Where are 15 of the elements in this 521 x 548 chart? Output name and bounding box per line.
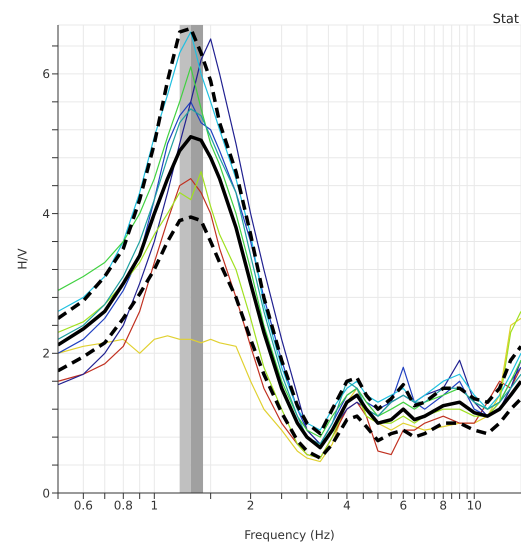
x-tick-label: 10 [466,498,482,513]
x-axis-title: Frequency (Hz) [244,528,335,542]
y-axis-title: H/V [15,248,30,270]
chart-title: Stat [492,12,519,27]
y-tick-label: 4 [42,206,50,221]
y-tick-label: 6 [42,67,50,82]
x-tick-label: 0.8 [114,498,133,513]
x-tick-label: 4 [343,498,351,513]
x-tick-label: 0.6 [74,498,93,513]
x-tick-label: 6 [399,498,408,513]
x-tick-label: 2 [246,498,254,513]
x-tick-label: 8 [439,498,448,513]
y-tick-label: 0 [42,486,50,500]
y-tick-label: 2 [42,346,50,361]
x-tick-label: 1 [150,498,158,513]
